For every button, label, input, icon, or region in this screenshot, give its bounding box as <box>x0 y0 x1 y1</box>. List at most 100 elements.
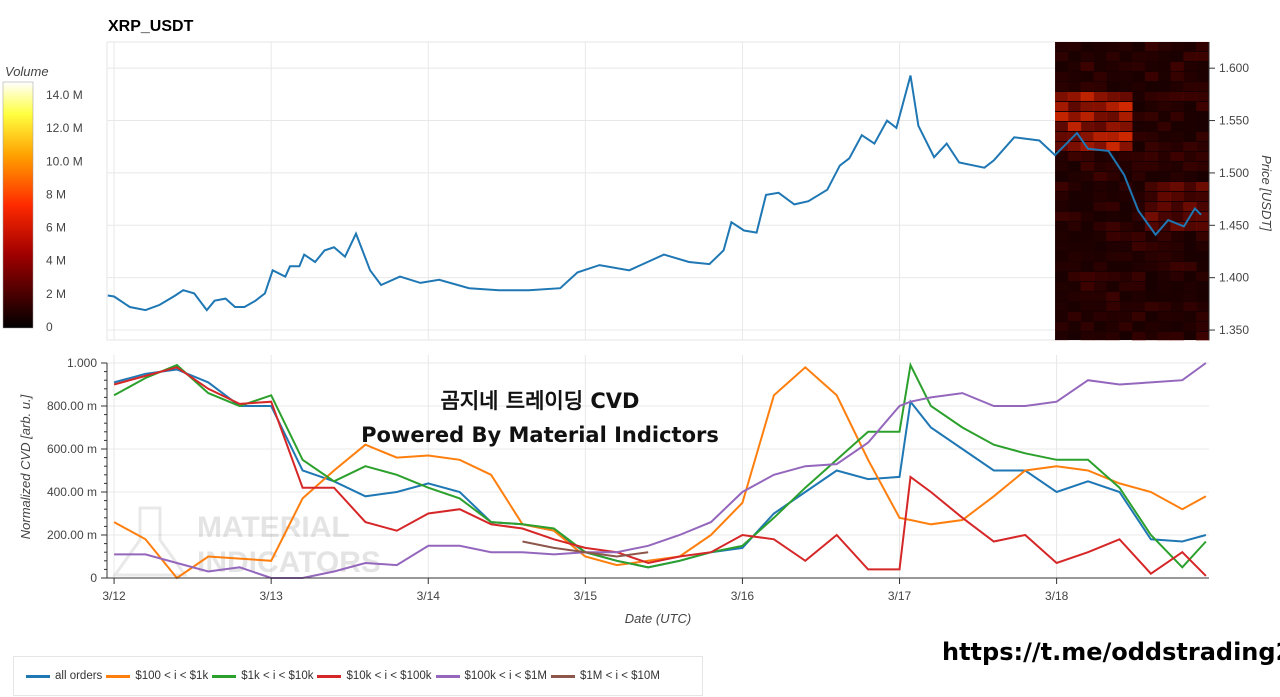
cvd-series--1k-i-10k <box>113 361 1207 569</box>
heatmap-cell <box>1067 242 1082 251</box>
price-tick-label: 1.600 <box>1219 61 1249 75</box>
heatmap-cell <box>1055 182 1069 191</box>
heatmap-cell <box>1106 322 1120 331</box>
legend-item-1k-10k[interactable]: $1k < i < $10k <box>212 670 313 682</box>
heatmap-cell <box>1171 52 1184 61</box>
heatmap-cell <box>1157 92 1172 101</box>
heatmap-cell <box>1144 192 1159 201</box>
heatmap-cell <box>1080 332 1095 341</box>
heatmap-cell <box>1093 272 1107 281</box>
heatmap-cell <box>1093 142 1107 151</box>
heatmap-cell <box>1093 72 1107 81</box>
heatmap-cell <box>1093 122 1107 131</box>
heatmap-cell <box>1144 52 1159 61</box>
heatmap-cell <box>1144 252 1159 261</box>
heatmap-cell <box>1157 192 1172 201</box>
heatmap-cell <box>1106 122 1120 131</box>
heatmap-cell <box>1080 52 1095 61</box>
heatmap-cell <box>1157 42 1172 51</box>
heatmap-cell <box>1119 262 1132 271</box>
heatmap-cell <box>1093 232 1107 241</box>
heatmap-cell <box>1196 112 1209 121</box>
heatmap-cell <box>1106 202 1120 211</box>
heatmap-cell <box>1132 122 1146 131</box>
x-tick-label: 3/16 <box>731 589 755 603</box>
heatmap-cell <box>1144 162 1159 171</box>
heatmap-cell <box>1055 202 1069 211</box>
heatmap-cell <box>1171 322 1184 331</box>
legend-item-1m-10m[interactable]: $1M < i < $10M <box>551 670 660 682</box>
telegram-link[interactable]: https://t.me/oddstrading2 <box>942 638 1280 666</box>
colorbar-tick-label: 12.0 M <box>46 121 83 135</box>
price-tick-label: 1.500 <box>1219 166 1249 180</box>
heatmap-cell <box>1119 332 1132 341</box>
heatmap-cell <box>1157 302 1172 311</box>
heatmap-cell <box>1170 132 1184 141</box>
legend-label: $10k < i < $100k <box>346 670 432 682</box>
heatmap-cell <box>1055 332 1069 341</box>
heatmap-cell <box>1067 142 1082 151</box>
heatmap-cell <box>1106 222 1120 231</box>
heatmap-cell <box>1183 112 1197 121</box>
heatmap-cell <box>1170 102 1184 111</box>
heatmap-cell <box>1106 262 1119 271</box>
heatmap-cell <box>1157 132 1172 141</box>
colorbar-tick-label: 14.0 M <box>46 88 83 102</box>
heatmap-cell <box>1093 152 1107 161</box>
heatmap-cell <box>1196 212 1210 221</box>
heatmap-cell <box>1132 72 1145 81</box>
heatmap-cell <box>1080 122 1095 131</box>
heatmap-cell <box>1144 42 1159 51</box>
cvd-tick-label: 1.000 <box>67 356 97 370</box>
heatmap-cell <box>1196 312 1210 321</box>
heatmap-cell <box>1093 112 1107 121</box>
heatmap-cell <box>1080 152 1095 161</box>
heatmap-cell <box>1145 312 1158 321</box>
price-axis-label: Price [USDT] <box>1259 155 1274 231</box>
heatmap-cell <box>1055 52 1069 61</box>
legend-item-all-orders[interactable]: all orders <box>26 670 102 682</box>
price-line <box>107 75 1202 312</box>
heatmap-cell <box>1157 232 1172 241</box>
heatmap-cell <box>1067 182 1082 191</box>
legend-item-100k-1m[interactable]: $100k < i < $1M <box>435 670 547 682</box>
heatmap-cell <box>1106 142 1120 151</box>
heatmap-cell <box>1080 212 1095 221</box>
heatmap-cell <box>1119 312 1133 321</box>
heatmap-cell <box>1157 272 1172 281</box>
heatmap-cell <box>1093 92 1107 101</box>
heatmap-cell <box>1080 132 1095 141</box>
heatmap-cell <box>1067 82 1082 91</box>
heatmap-cell <box>1055 242 1069 251</box>
legend-swatch <box>317 674 342 678</box>
legend-item-10k-100k[interactable]: $10k < i < $100k <box>317 670 432 682</box>
heatmap-cell <box>1106 92 1120 101</box>
heatmap-cell <box>1144 322 1159 331</box>
heatmap-cell <box>1067 112 1082 121</box>
heatmap-cell <box>1119 62 1133 71</box>
heatmap-cell <box>1055 122 1069 131</box>
legend-item-100-1k[interactable]: $100 < i < $1k <box>106 670 208 682</box>
heatmap-cell <box>1132 82 1146 91</box>
heatmap-cell <box>1119 102 1133 111</box>
heatmap-cell <box>1080 42 1095 51</box>
heatmap-cell <box>1183 162 1197 171</box>
heatmap-cell <box>1196 242 1210 251</box>
heatmap-cell <box>1183 172 1197 181</box>
heatmap-cell <box>1170 112 1184 121</box>
heatmap-cell <box>1119 182 1133 191</box>
heatmap-cell <box>1055 292 1069 301</box>
heatmap-cell <box>1093 182 1107 191</box>
cvd-plot-area <box>107 355 1209 578</box>
heatmap-cell <box>1132 252 1146 261</box>
heatmap-cell <box>1196 122 1209 131</box>
heatmap-cell <box>1170 92 1184 101</box>
heatmap-cell <box>1132 102 1145 111</box>
heatmap-cell <box>1055 252 1069 261</box>
heatmap-cell <box>1068 202 1081 211</box>
heatmap-cell <box>1157 312 1172 321</box>
heatmap-cell <box>1144 72 1159 81</box>
heatmap-cell <box>1067 222 1082 231</box>
heatmap-cell <box>1055 82 1069 91</box>
heatmap-cell <box>1093 62 1107 71</box>
